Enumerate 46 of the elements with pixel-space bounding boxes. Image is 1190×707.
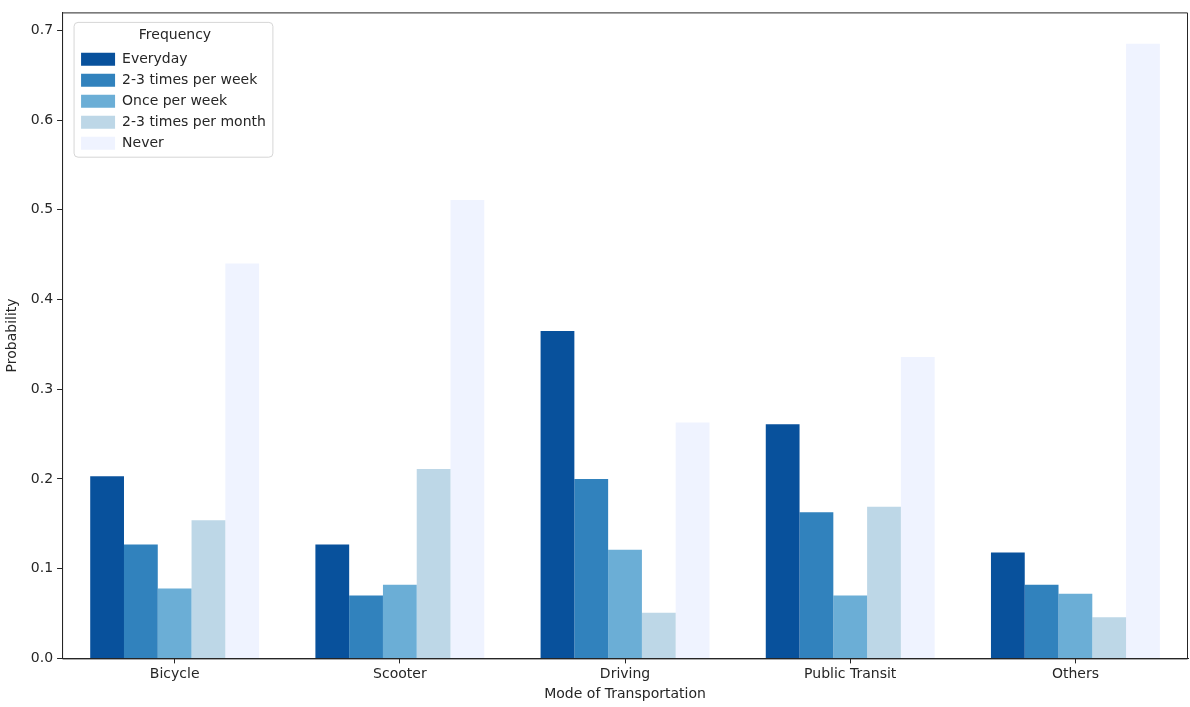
bar [574,478,609,658]
bar [1024,584,1059,658]
bar [1092,617,1127,658]
legend-label: Everyday [122,49,188,66]
bar [450,199,485,658]
bar [315,544,350,658]
bar [225,263,260,658]
bar [675,422,710,658]
x-axis-title: Mode of Transportation [544,685,706,702]
legend-label: 2-3 times per month [122,112,266,129]
y-tick-label: 0.3 [30,379,54,396]
y-tick-label: 0.5 [30,200,54,217]
legend-label: 2-3 times per week [122,70,259,87]
bar [349,595,383,658]
bar [191,520,226,658]
bar [990,552,1025,658]
bar [382,584,417,658]
x-tick-label: Driving [599,665,651,682]
x-tick-label: Scooter [373,665,427,682]
bar [416,469,451,658]
bar [799,512,834,658]
y-tick-label: 0.2 [30,469,54,486]
bar [765,424,800,658]
legend-title: Frequency [138,26,212,43]
y-tick-label: 0.4 [30,290,54,307]
x-tick-label: Public Transit [804,665,897,682]
y-tick-label: 0.0 [30,649,54,666]
x-tick-label: Bicycle [149,665,200,682]
bar [641,612,676,658]
y-axis-title: Probability [3,298,20,373]
y-tick-label: 0.1 [30,559,54,576]
bar [867,506,901,658]
bar [900,356,935,658]
bar [90,476,124,658]
bar [1126,43,1160,658]
bar [123,544,158,658]
bar [540,330,575,658]
y-tick-label: 0.7 [30,20,54,37]
bar [157,588,192,658]
bar [833,595,868,658]
legend-label: Never [122,133,165,150]
y-tick-label: 0.6 [30,110,54,127]
x-tick-label: Others [1051,665,1099,682]
bar [608,549,642,658]
legend-label: Once per week [122,91,229,108]
bar [1058,593,1093,658]
